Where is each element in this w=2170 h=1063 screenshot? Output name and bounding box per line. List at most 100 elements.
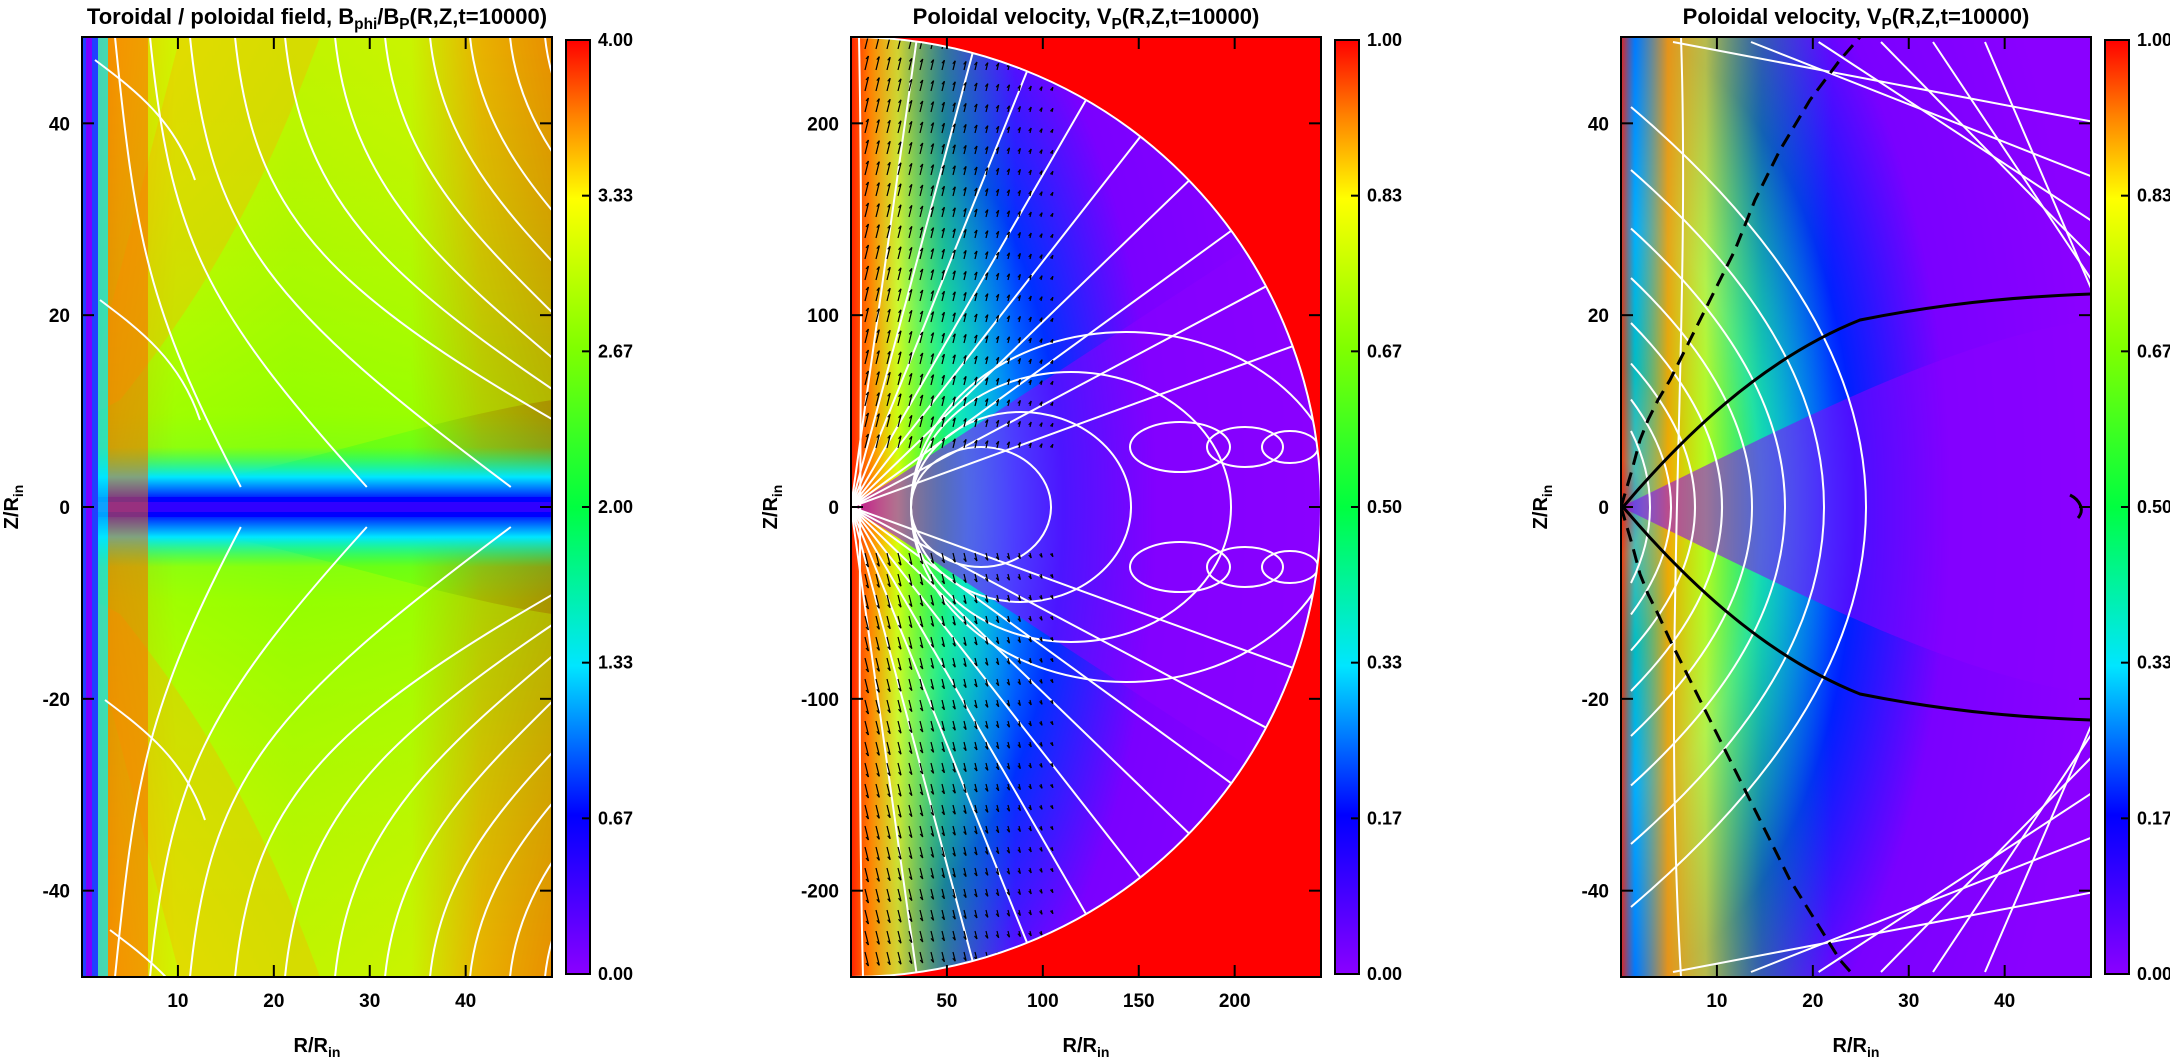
velocity-arrow-head [919, 268, 924, 273]
velocity-arrow [864, 244, 870, 260]
velocity-arrow-head [963, 684, 967, 688]
velocity-arrow [897, 393, 902, 407]
velocity-arrow-head [995, 335, 1000, 340]
velocity-arrow [919, 331, 924, 344]
velocity-contour-arc [1630, 430, 1651, 584]
velocity-arrow-head [952, 375, 956, 380]
velocity-arrow-head [1049, 128, 1054, 133]
x-tick-label: 10 [167, 991, 188, 1012]
velocity-arrow-head [963, 292, 967, 296]
velocity-arrow-head [919, 644, 924, 649]
velocity-arrow-head [995, 125, 1000, 130]
velocity-arrow-head [941, 101, 945, 106]
velocity-contour-ray [851, 506, 987, 977]
velocity-arrow-head [984, 251, 989, 255]
velocity-arrow-head [1006, 294, 1011, 299]
velocity-arrow [963, 418, 967, 428]
colorbar-tick-label: 0.83 [2137, 186, 2170, 206]
velocity-arrow-head [941, 727, 945, 732]
velocity-arrow-head [1017, 807, 1021, 811]
velocity-arrow-head [1006, 126, 1011, 131]
velocity-arrow-head [1017, 555, 1021, 559]
velocity-arrow-head [984, 419, 989, 423]
velocity-arrow [875, 951, 880, 966]
velocity-contour-ray [851, 37, 925, 508]
velocity-arrow-head [1039, 701, 1043, 705]
velocity-contour-ray [851, 506, 1047, 977]
velocity-arrow-head [898, 687, 902, 692]
velocity-contour-arc [1630, 398, 1672, 616]
velocity-arrow-head [941, 332, 945, 337]
velocity-arrow [952, 144, 956, 155]
velocity-arrow-head [1039, 380, 1043, 384]
velocity-arrow-head [930, 854, 935, 858]
velocity-arrow [930, 741, 935, 753]
velocity-arrow-head [1006, 702, 1011, 707]
velocity-arrow [919, 594, 924, 607]
velocity-arrow-head [1039, 722, 1043, 726]
velocity-arrow-head [887, 56, 891, 61]
velocity-arrow [908, 142, 913, 155]
velocity-arrow-head [984, 104, 989, 108]
velocity-arrow-head [963, 873, 967, 877]
velocity-arrow [908, 804, 913, 817]
velocity-arrow [897, 351, 902, 365]
velocity-arrow-head [941, 269, 945, 274]
velocity-arrow [886, 720, 891, 734]
velocity-arrow [864, 76, 870, 92]
colorbar-tick-label: 0.67 [598, 808, 633, 828]
velocity-arrow-head [865, 433, 869, 438]
velocity-arrow-head [941, 374, 945, 379]
velocity-arrow [919, 394, 924, 407]
velocity-arrow-head [974, 830, 978, 835]
velocity-arrow-head [952, 81, 956, 86]
velocity-arrow-head [984, 398, 989, 402]
velocity-arrow-head [898, 393, 902, 398]
velocity-arrow [930, 699, 935, 711]
velocity-arrow-head [952, 936, 956, 941]
velocity-arrow-head [908, 645, 913, 649]
velocity-arrow-head [984, 209, 989, 213]
velocity-arrow-head [1006, 555, 1011, 560]
velocity-arrow-head [963, 166, 967, 170]
y-tick-label: -100 [801, 690, 839, 711]
field-line [334, 37, 552, 359]
velocity-arrow-head [876, 140, 880, 144]
panel2-x-ticks: 50 100 150 200 [936, 37, 1251, 1012]
velocity-arrow [919, 552, 924, 565]
velocity-arrow [897, 888, 902, 902]
velocity-arrow-head [876, 203, 880, 207]
velocity-arrow [875, 413, 880, 428]
field-line [469, 37, 552, 212]
velocity-arrow-head [1006, 891, 1011, 896]
velocity-arrow-head [952, 852, 956, 857]
velocity-arrow-head [865, 223, 869, 228]
panel3-x-ticks: 10 20 30 40 [1706, 37, 2015, 1012]
field-line-wiggle [94, 59, 196, 181]
velocity-arrow [908, 58, 913, 71]
velocity-arrow-head [1049, 763, 1054, 768]
velocity-arrow-head [919, 791, 924, 796]
velocity-arrow [963, 888, 967, 898]
velocity-arrow [864, 909, 870, 925]
velocity-arrow-head [1017, 849, 1021, 853]
velocity-arrow [908, 867, 913, 880]
velocity-arrow-head [984, 440, 989, 444]
velocity-arrow [875, 636, 880, 651]
velocity-arrow-head [1039, 764, 1043, 768]
velocity-arrow-head [1028, 358, 1032, 363]
velocity-arrow [919, 888, 924, 901]
velocity-arrow-head [1017, 618, 1021, 622]
velocity-arrow [908, 720, 913, 733]
velocity-arrow-head [908, 163, 913, 167]
velocity-arrow-head [952, 642, 956, 647]
velocity-arrow-head [1017, 639, 1021, 643]
velocity-arrow-head [941, 248, 945, 253]
velocity-arrow-head [898, 78, 902, 83]
velocity-arrow [919, 415, 924, 428]
velocity-arrow-head [1006, 441, 1011, 446]
velocity-arrow-head [898, 246, 902, 251]
velocity-arrow-head [887, 308, 891, 313]
velocity-arrow-head [865, 563, 869, 568]
velocity-arrow-head [984, 662, 989, 666]
